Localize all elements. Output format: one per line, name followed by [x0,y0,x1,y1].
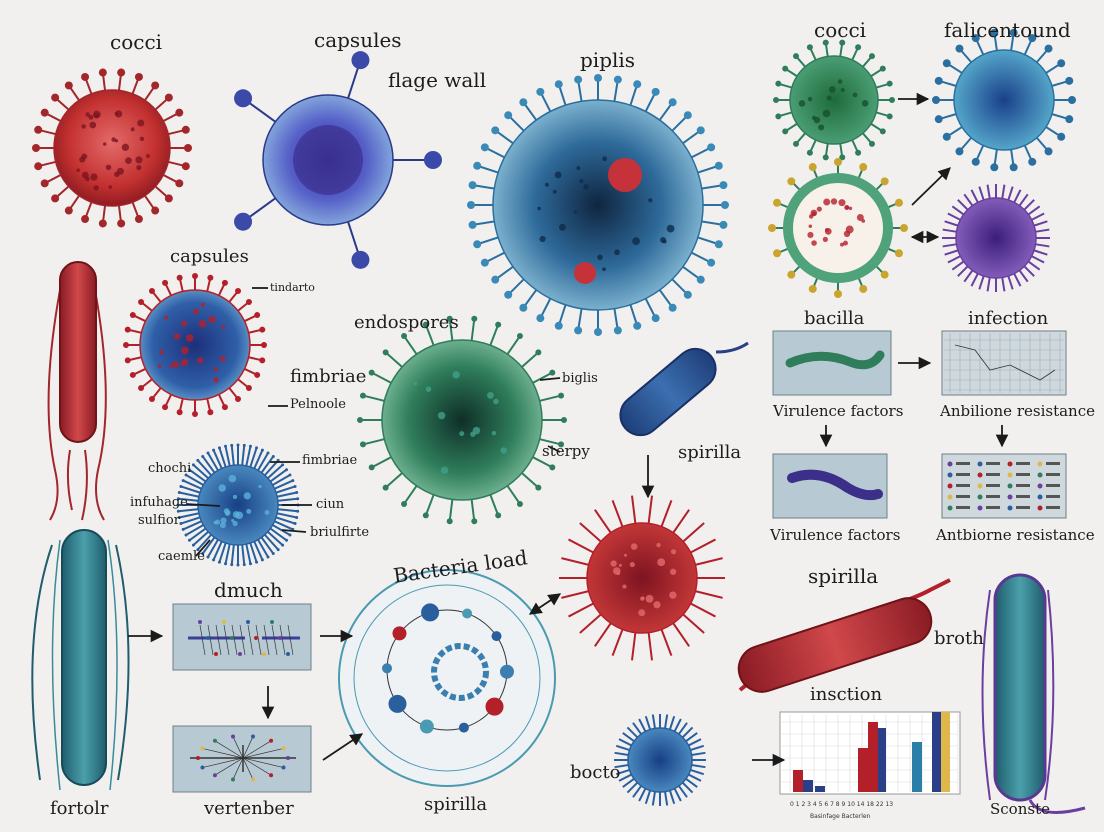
label-bacilla: bacilla [804,308,865,329]
purple-coccus [942,184,1050,292]
label-spirilla-right: spirilla [808,564,879,588]
panel-resistance [941,453,1067,519]
label-biglis: biglis [562,371,598,386]
label-ciun: ciun [316,497,345,512]
label-endospores: endospores [354,312,459,333]
panel-virulence [772,453,888,519]
label-antibiotic-resistance-1: Anbilione resistance [940,402,1095,420]
label-sulfior: sulfior [138,513,180,528]
svg-text:0 1 2 3 4 5 6 7: 0 1 2 3 4 5 6 7 8 9 10 14 18 22 13 [790,801,893,808]
label-capsules-mid: capsules [170,246,249,267]
label-virulence-factors-2: Virulence factors [770,526,901,544]
blue-capsule-cell [234,51,442,269]
red-spirilla [737,578,951,693]
label-infection-top: infection [968,308,1049,329]
label-dmuch: dmuch [214,578,283,602]
label-sconste: Sconste [990,800,1050,818]
label-fimbriae-small: fimbriae [302,453,358,468]
panel-vertenber [172,725,312,793]
label-broth: broth [934,628,984,649]
green-endospore [357,315,567,525]
label-flage-wall: flage wall [388,68,487,92]
label-spirilla-mid: spirilla [678,442,742,463]
label-falicentound: falicentound [944,18,1071,42]
label-chochi: chochi [148,461,192,476]
blue-coccus-top-right [932,28,1076,172]
panel-dmuch [172,603,312,671]
blue-fimbriae-coccus [176,443,300,567]
panel-bacilla [772,330,892,396]
label-cocci-top-right: cocci [814,18,867,42]
label-bocto: bocto [570,762,621,783]
svg-text:Basinfage Bacterlen: Basinfage Bacterlen [810,813,871,820]
green-coccus-top-right [773,39,895,161]
red-flagellate-coccus [559,495,725,661]
blue-small-coccus [614,714,706,806]
label-sterpy: sterpy [542,442,590,460]
label-briulfirte: briulfirte [310,525,370,540]
label-antibiotic-resistance-2: Antbiorne resistance [936,526,1095,544]
label-cocci-top-left: cocci [110,30,163,54]
panel-infection [941,330,1067,396]
label-spirilla-bottom: spirilla [424,794,488,815]
green-ring-cell [768,158,908,298]
teal-bacillus [31,529,130,791]
label-fortolr: fortolr [50,798,109,819]
red-coccus-top-left [32,68,192,228]
blue-bacillus [619,341,749,437]
label-insction: insction [810,684,883,705]
label-tindarto: tindarto [270,281,315,294]
microbe-illustrations [32,28,1076,806]
label-caemle: caemle [158,549,205,564]
red-bacillus [47,261,107,521]
label-capsules-top: capsules [314,28,402,52]
large-blue-coccus [467,74,729,336]
label-pelnoole: Pelnoole [290,397,346,412]
label-vertenber: vertenber [204,798,294,819]
label-virulence-factors-1: Virulence factors [773,402,904,420]
blue-capsule-mid [123,273,267,417]
bacteria-load-ring [338,569,556,787]
label-infuhage: infuhage [130,495,188,510]
mini-bar-chart: 0 1 2 3 4 5 6 7 8 9 10 14 18 22 13 Basin… [779,711,961,820]
label-fimbriae-mid: fimbriae [290,366,367,387]
label-piplis: piplis [580,48,636,72]
purple-bacillus [981,573,1086,814]
flow-arrows [128,92,1009,767]
